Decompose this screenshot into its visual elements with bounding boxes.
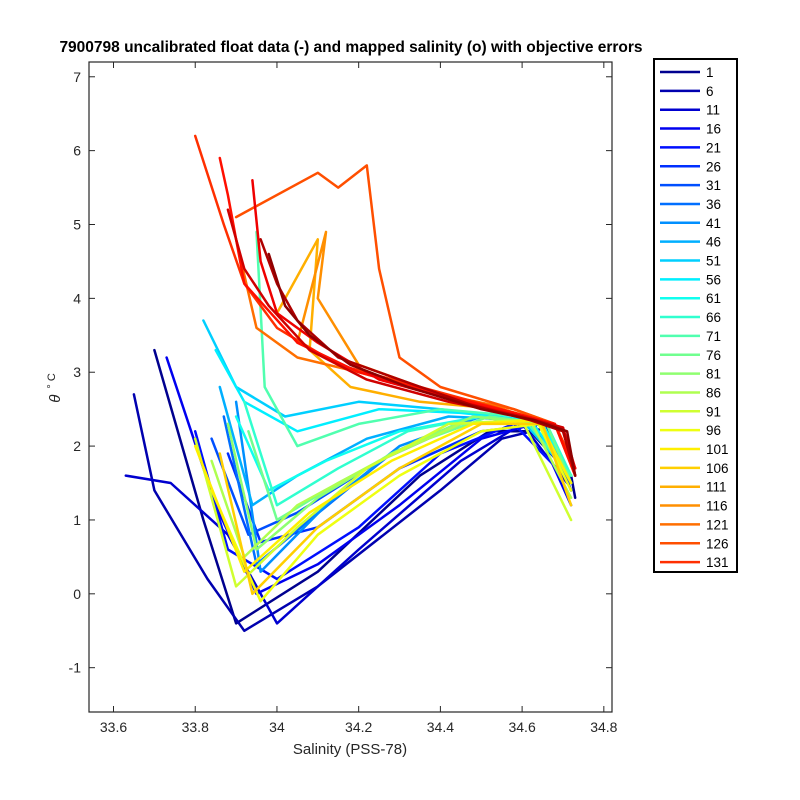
y-tick-label: 0 [73, 586, 81, 602]
legend: 1611162126313641465156616671768186919610… [660, 65, 729, 570]
series-line-extra-29 [226, 208, 577, 477]
legend-label-61: 61 [706, 291, 721, 306]
legend-label-66: 66 [706, 310, 721, 325]
y-tick-label: 4 [73, 290, 81, 306]
legend-box [653, 58, 738, 573]
legend-label-71: 71 [706, 329, 721, 344]
legend-label-56: 56 [706, 272, 721, 287]
legend-label-1: 1 [706, 65, 714, 80]
x-tick-label: 34 [269, 719, 285, 735]
x-axis-ticks: 33.6 33.8 34 34.2 34.4 34.6 34.8 [100, 62, 618, 735]
series-line-126 [234, 164, 577, 470]
legend-label-116: 116 [706, 499, 728, 514]
y-tick-label: 6 [73, 143, 81, 159]
legend-label-41: 41 [706, 216, 721, 231]
y-axis-label: θ ° C [46, 373, 64, 403]
plot-frame [88, 61, 613, 713]
legend-label-31: 31 [706, 178, 721, 193]
legend-label-16: 16 [706, 122, 721, 137]
legend-label-6: 6 [706, 84, 714, 99]
y-axis-ticks: -1 0 1 2 3 4 5 6 7 [69, 69, 612, 676]
legend-label-21: 21 [706, 140, 721, 155]
legend-label-36: 36 [706, 197, 721, 212]
y-tick-label: 3 [73, 364, 81, 380]
x-tick-label: 33.8 [182, 719, 209, 735]
x-axis-label: Salinity (PSS-78) [293, 741, 407, 758]
x-tick-label: 34.2 [345, 719, 372, 735]
legend-label-131: 131 [706, 555, 729, 570]
legend-label-51: 51 [706, 254, 721, 269]
series-line-extra-27 [218, 156, 577, 477]
legend-label-121: 121 [706, 517, 729, 532]
y-tick-label: 2 [73, 438, 81, 454]
y-axis-label-symbol: θ [47, 395, 64, 403]
legend-label-46: 46 [706, 235, 721, 250]
series-layer [124, 134, 577, 633]
legend-label-26: 26 [706, 159, 721, 174]
legend-label-86: 86 [706, 385, 721, 400]
legend-label-96: 96 [706, 423, 721, 438]
chart-title: 7900798 uncalibrated float data (-) and … [59, 39, 642, 56]
x-tick-label: 34.8 [590, 719, 617, 735]
y-tick-label: -1 [69, 660, 82, 676]
x-tick-label: 33.6 [100, 719, 127, 735]
y-tick-label: 1 [73, 512, 81, 528]
x-tick-label: 34.4 [427, 719, 454, 735]
legend-label-111: 111 [706, 480, 727, 495]
y-tick-label: 7 [73, 69, 81, 85]
legend-label-101: 101 [706, 442, 729, 457]
legend-label-76: 76 [706, 348, 721, 363]
legend-label-126: 126 [706, 536, 729, 551]
series-line-extra-30 [259, 238, 577, 477]
legend-label-11: 11 [706, 103, 720, 118]
y-axis-label-unit: ° C [46, 373, 58, 388]
x-tick-label: 34.6 [508, 719, 535, 735]
series-line-extra-31 [267, 252, 577, 477]
legend-label-81: 81 [706, 367, 721, 382]
legend-label-91: 91 [706, 404, 721, 419]
y-tick-label: 5 [73, 217, 81, 233]
legend-label-106: 106 [706, 461, 729, 476]
